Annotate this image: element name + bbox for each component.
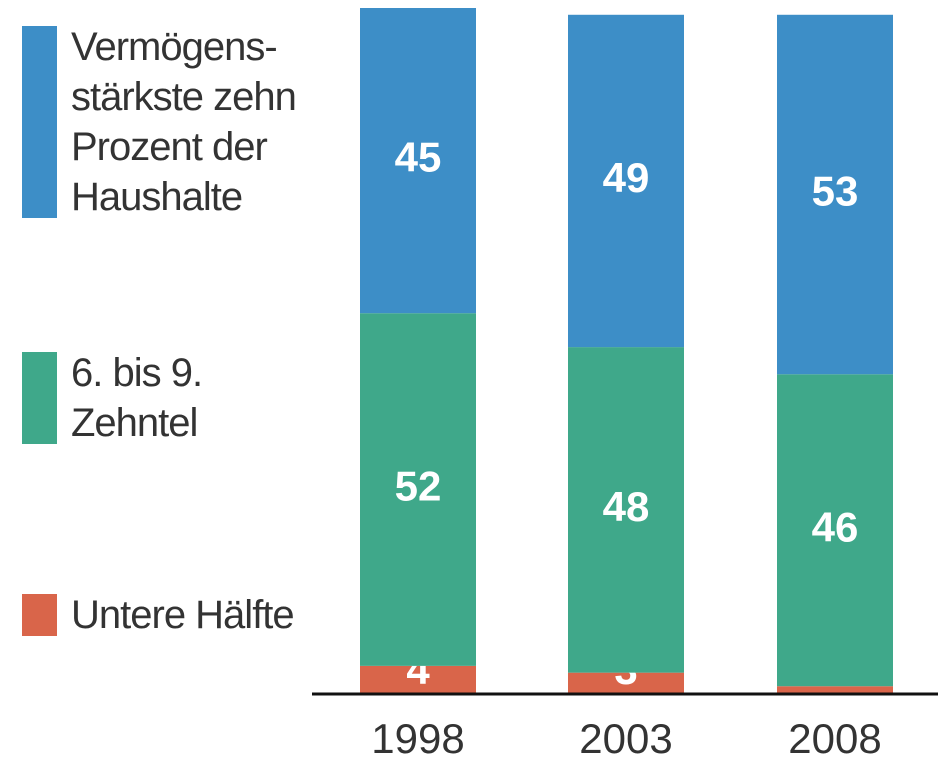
data-label: 46	[812, 503, 859, 550]
x-tick-label: 2008	[788, 715, 881, 762]
data-label: 45	[395, 134, 442, 181]
legend-swatch	[22, 26, 57, 218]
x-tick-label: 1998	[371, 715, 464, 762]
data-label: 52	[395, 463, 442, 510]
bar-segment	[568, 14, 684, 348]
legend-label: Vermögens-stärkste zehn Prozent der Haus…	[71, 25, 297, 219]
bar-segment	[777, 14, 893, 375]
legend-item: 6. bis 9. Zehntel	[22, 348, 307, 448]
bar-segment	[568, 347, 684, 673]
x-tick-label: 2003	[579, 715, 672, 762]
bar-segment	[568, 672, 684, 693]
legend-item: Vermögens-stärkste zehn Prozent der Haus…	[22, 22, 307, 222]
legend-label: Untere Hälfte	[71, 593, 295, 637]
bar-segment	[777, 686, 893, 693]
legend-swatch	[22, 594, 57, 636]
data-label: 49	[603, 154, 650, 201]
data-label: 53	[812, 168, 859, 215]
bar-segment	[777, 374, 893, 687]
data-label: 48	[603, 483, 650, 530]
legend-item: Untere Hälfte	[22, 590, 307, 640]
legend-label: 6. bis 9. Zehntel	[71, 351, 203, 445]
bar-segment	[360, 313, 476, 666]
legend-swatch	[22, 352, 57, 444]
bar-segment	[360, 665, 476, 693]
bar-segment	[360, 8, 476, 314]
